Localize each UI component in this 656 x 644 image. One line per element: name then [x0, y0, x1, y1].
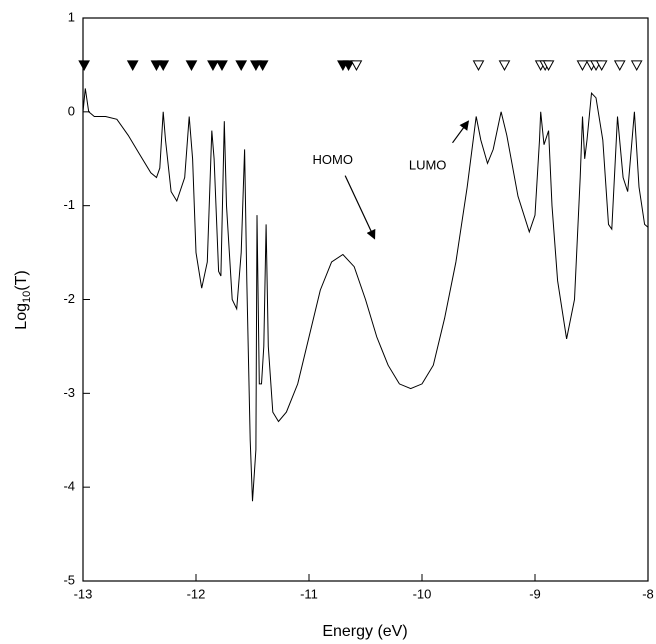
- y-tick-label: -4: [63, 479, 75, 494]
- x-tick-label: -13: [74, 586, 93, 601]
- unoccupied-level: [350, 60, 363, 71]
- annotation: LUMO: [409, 158, 447, 173]
- x-tick-label: -8: [642, 586, 654, 601]
- x-tick-label: -12: [187, 586, 206, 601]
- unoccupied-level: [576, 60, 589, 71]
- y-tick-label: -3: [63, 385, 75, 400]
- unoccupied-level: [613, 60, 626, 71]
- y-tick-label: -2: [63, 291, 75, 306]
- occupied-level: [126, 60, 139, 71]
- x-tick-label: -10: [413, 586, 432, 601]
- transmission-line: [82, 88, 649, 502]
- y-label-sub: 10: [21, 291, 33, 303]
- unoccupied-level: [595, 60, 608, 71]
- y-axis-label: Log10(T): [13, 270, 33, 329]
- y-label-main: Log: [13, 303, 30, 330]
- x-axis-label: Energy (eV): [322, 623, 407, 640]
- occupied-level: [235, 60, 248, 71]
- annotation-arrow: [452, 120, 470, 144]
- y-tick-label: -5: [63, 572, 75, 587]
- occupied-level: [78, 60, 90, 71]
- y-tick-label: 1: [68, 9, 75, 24]
- unoccupied-level: [472, 60, 485, 71]
- occupied-level: [256, 60, 269, 71]
- unoccupied-level: [630, 60, 643, 71]
- unoccupied-level: [498, 60, 511, 71]
- x-tick-label: -9: [529, 586, 541, 601]
- x-tick-label: -11: [300, 586, 318, 601]
- occupied-level: [207, 60, 219, 71]
- occupied-level: [216, 60, 228, 71]
- y-tick-label: -1: [63, 197, 75, 212]
- y-tick-label: 0: [68, 103, 75, 118]
- unoccupied-level: [542, 60, 555, 71]
- occupied-level: [342, 60, 355, 71]
- annotation: HOMO: [313, 152, 353, 167]
- annotation-arrow: [344, 175, 376, 240]
- occupied-level: [157, 60, 170, 71]
- occupied-level: [185, 60, 198, 71]
- y-label-rest: (T): [13, 270, 30, 290]
